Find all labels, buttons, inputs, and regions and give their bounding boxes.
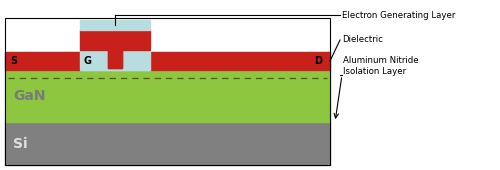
Bar <box>5 70 330 122</box>
Text: Aluminum Nitride
Isolation Layer: Aluminum Nitride Isolation Layer <box>343 56 418 76</box>
Bar <box>80 50 150 70</box>
Text: Si: Si <box>13 137 28 150</box>
Bar <box>5 52 330 70</box>
Bar <box>5 122 330 165</box>
Bar <box>5 52 50 70</box>
Text: D: D <box>314 56 322 66</box>
Bar <box>80 20 150 30</box>
Text: GaN: GaN <box>13 89 46 103</box>
Bar <box>5 18 330 165</box>
Bar <box>108 50 122 68</box>
Text: S: S <box>10 56 17 66</box>
Text: Dielectric: Dielectric <box>342 36 383 45</box>
Bar <box>310 52 330 70</box>
Bar <box>80 30 150 50</box>
Bar <box>50 52 80 70</box>
Text: Electron Generating Layer: Electron Generating Layer <box>342 11 456 20</box>
Bar <box>150 52 310 70</box>
Bar <box>108 50 122 68</box>
Text: G: G <box>83 56 91 66</box>
